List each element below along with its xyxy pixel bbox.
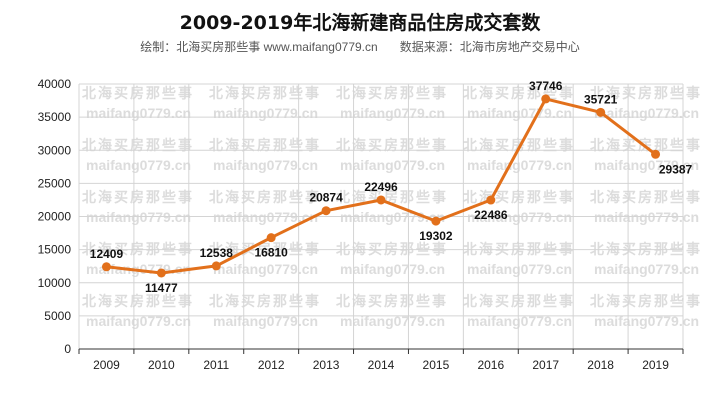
watermark-text: maifang0779.cn: [213, 105, 318, 121]
watermark-text: maifang0779.cn: [86, 313, 191, 329]
watermark-text: 北海买房那些事: [590, 85, 702, 102]
chart-subtitle: 绘制：北海买房那些事 www.maifang0779.cn 数据来源：北海市房地产…: [0, 38, 720, 55]
x-tick-label: 2019: [642, 358, 669, 372]
watermark-text: 北海买房那些事: [590, 189, 702, 206]
watermark-text: maifang0779.cn: [213, 313, 318, 329]
watermark-text: 北海买房那些事: [336, 85, 448, 102]
x-tick-label: 2010: [148, 358, 175, 372]
data-source: 数据来源：北海市房地产交易中心: [399, 40, 580, 54]
y-tick-label: 25000: [38, 176, 72, 190]
watermark-text: maifang0779.cn: [467, 105, 572, 121]
watermark-text: 北海买房那些事: [82, 85, 194, 102]
watermark-text: 北海买房那些事: [209, 189, 321, 206]
data-point: [486, 195, 496, 205]
x-tick-label: 2011: [203, 358, 229, 372]
data-point: [596, 107, 606, 117]
watermark-text: maifang0779.cn: [467, 261, 572, 277]
x-tick-label: 2013: [313, 358, 340, 372]
chart-title: 2009-2019年北海新建商品住房成交套数: [179, 12, 541, 34]
data-label: 29387: [659, 162, 693, 176]
watermark-text: 北海买房那些事: [209, 293, 321, 310]
watermark-text: 北海买房那些事: [82, 293, 194, 310]
data-point: [431, 216, 441, 226]
data-label: 11477: [145, 281, 178, 295]
x-tick-label: 2015: [423, 358, 450, 372]
watermark-text: maifang0779.cn: [340, 261, 445, 277]
data-label: 37746: [529, 79, 563, 93]
watermark-text: maifang0779.cn: [467, 313, 572, 329]
data-point: [651, 149, 661, 159]
data-point: [101, 262, 111, 272]
x-tick-label: 2014: [368, 358, 395, 372]
watermark-text: 北海买房那些事: [336, 137, 448, 154]
watermark-text: maifang0779.cn: [467, 157, 572, 173]
watermark-text: maifang0779.cn: [213, 261, 318, 277]
y-tick-label: 30000: [38, 143, 72, 157]
y-tick-label: 5000: [44, 309, 71, 323]
data-label: 19302: [419, 229, 453, 243]
data-label: 20874: [309, 191, 343, 205]
watermark-text: maifang0779.cn: [594, 157, 699, 173]
watermark-text: maifang0779.cn: [86, 157, 191, 173]
data-point: [211, 261, 221, 271]
y-tick-label: 20000: [38, 210, 72, 224]
data-point: [541, 94, 551, 104]
data-label: 22496: [364, 180, 398, 194]
x-tick-label: 2016: [477, 358, 504, 372]
data-label: 12409: [90, 247, 124, 261]
y-tick-label: 40000: [38, 77, 72, 91]
data-label: 12538: [200, 246, 234, 260]
data-label: 16810: [254, 246, 288, 260]
watermark-text: 北海买房那些事: [209, 137, 321, 154]
data-point: [376, 195, 386, 205]
axes: 0 5000 10000 15000 20000 25000 30000 35000 40000…: [38, 77, 684, 372]
gridlines: [78, 83, 684, 349]
series-layer: [101, 94, 661, 278]
watermark-text: 北海买房那些事: [209, 85, 321, 102]
watermark-text: 北海买房那些事: [82, 189, 194, 206]
y-tick-label: 15000: [38, 243, 72, 257]
data-point: [156, 268, 166, 278]
watermark-text: maifang0779.cn: [340, 313, 445, 329]
watermark-text: 北海买房那些事: [336, 293, 448, 310]
watermark-text: maifang0779.cn: [340, 157, 445, 173]
y-tick-label: 0: [64, 342, 71, 356]
y-tick-label: 10000: [38, 276, 72, 290]
x-tick-label: 2018: [587, 358, 614, 372]
data-labels: 12409 11477 12538 16810 20874 22496 19302 22486…: [90, 79, 693, 295]
author-credit: 绘制：北海买房那些事 www.maifang0779.cn: [140, 40, 378, 54]
watermark-text: 北海买房那些事: [82, 137, 194, 154]
watermark-text: maifang0779.cn: [594, 313, 699, 329]
x-tick-label: 2012: [258, 358, 285, 372]
watermark-text: maifang0779.cn: [86, 105, 191, 121]
data-label: 22486: [474, 208, 508, 222]
watermark-text: maifang0779.cn: [340, 105, 445, 121]
watermark-text: maifang0779.cn: [213, 157, 318, 173]
x-tick-label: 2017: [532, 358, 559, 372]
watermark-text: 北海买房那些事: [336, 189, 448, 206]
data-label: 35721: [584, 92, 618, 106]
data-point: [321, 206, 331, 216]
y-tick-label: 35000: [38, 110, 72, 124]
watermark-text: maifang0779.cn: [594, 261, 699, 277]
data-point: [266, 233, 276, 243]
watermark-text: 北海买房那些事: [463, 293, 575, 310]
x-tick-label: 2009: [93, 358, 120, 372]
watermark-text: 北海买房那些事: [590, 293, 702, 310]
